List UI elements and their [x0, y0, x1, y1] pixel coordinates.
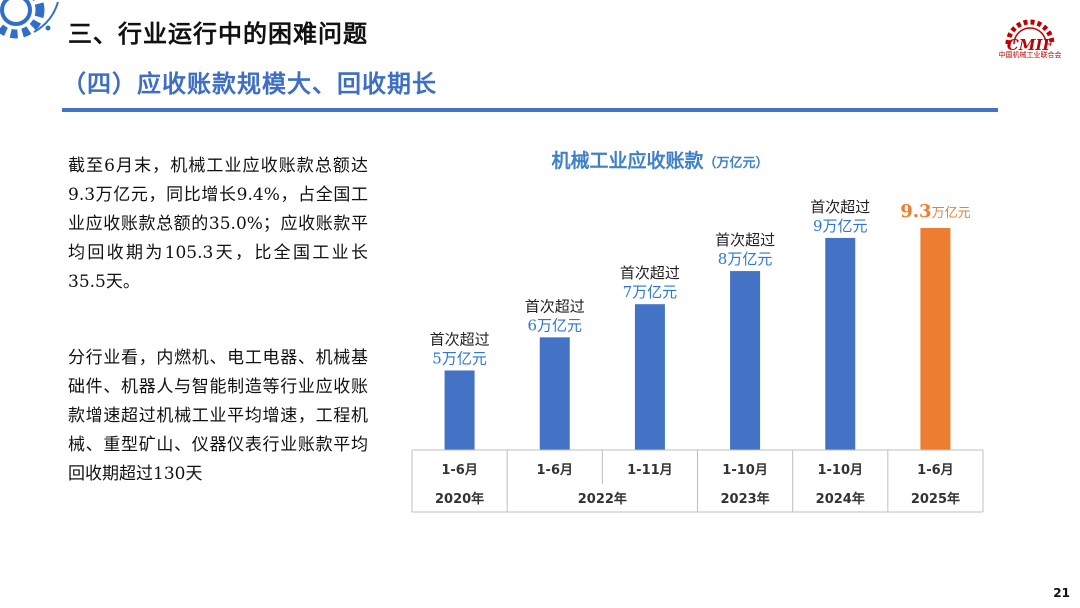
bar-1: [444, 370, 475, 450]
cmif-brand-text: CMIF: [1007, 36, 1055, 54]
annotation-label: 首次超过: [715, 231, 775, 249]
cmif-logo-icon: CMIF: [1005, 19, 1055, 54]
annotation-value: 9万亿元: [813, 217, 868, 235]
annotation-value: 8万亿元: [718, 250, 773, 268]
bar-2: [539, 337, 570, 450]
chart-title: 机械工业应收账款（万亿元）: [450, 146, 870, 173]
annotation-value: 6万亿元: [527, 316, 582, 334]
industry-paragraph: 分行业看，内燃机、电工电器、机械基础件、机器人与智能制造等行业应收账款增速超过机…: [68, 348, 368, 484]
x-tick-label: 1-6月: [441, 463, 478, 478]
section-subtitle: （四）应收账款规模大、回收期长: [62, 70, 437, 98]
x-tick-label: 1-10月: [817, 463, 863, 478]
annotation-value: 7万亿元: [623, 283, 678, 301]
title-divider: [62, 108, 998, 112]
bar-3: [634, 304, 665, 450]
summary-paragraph: 截至6月末，机械工业应收账款总额达9.3万亿元，同比增长9.4%，占全国工业应收…: [68, 156, 368, 292]
gear-logo-icon: [0, 0, 59, 39]
page-title: 三、行业运行中的困难问题: [68, 20, 368, 48]
x-tick-label: 1-11月: [627, 463, 673, 478]
annotation-label: 首次超过: [525, 297, 585, 315]
year-group-label: 2024年: [816, 491, 865, 507]
x-tick-label: 1-6月: [917, 463, 954, 478]
data-label: 9.3万亿元: [900, 201, 970, 222]
org-name: 中国机械工业联合会: [998, 51, 1062, 59]
annotation-label: 首次超过: [430, 330, 490, 348]
year-group-label: 2023年: [720, 491, 769, 507]
annotation-value: 5万亿元: [432, 349, 487, 367]
annotation-label: 首次超过: [810, 198, 870, 216]
x-tick-label: 1-6月: [537, 463, 574, 478]
bar-6: [920, 228, 951, 450]
page-number: 21: [1053, 586, 1070, 600]
bar-5: [825, 237, 856, 450]
bar-4: [730, 271, 761, 450]
x-tick-label: 1-10月: [722, 463, 768, 478]
year-group-label: 2025年: [911, 491, 960, 507]
annotation-label: 首次超过: [620, 264, 680, 282]
year-group-label: 2022年: [578, 491, 627, 507]
year-group-label: 2020年: [435, 491, 484, 507]
chart-unit: （万亿元）: [703, 156, 769, 171]
chart-title-text: 机械工业应收账款: [551, 150, 704, 172]
